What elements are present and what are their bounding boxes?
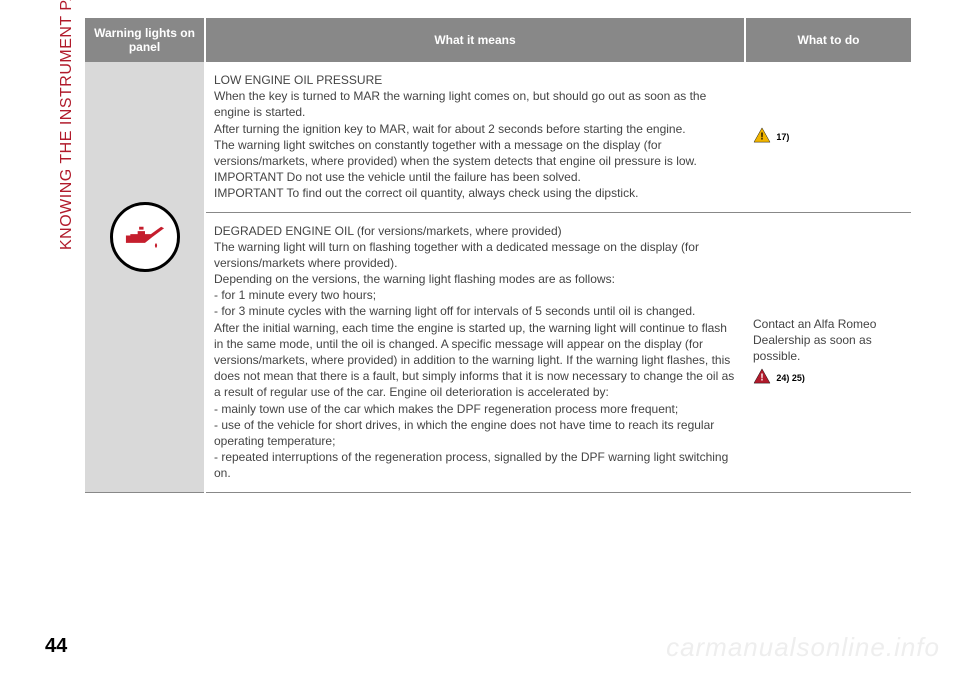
warning-triangle-icon: ! (753, 127, 771, 147)
svg-text:!: ! (760, 373, 763, 384)
reference-number: 17) (776, 132, 789, 142)
meaning-cell: DEGRADED ENGINE OIL (for versions/market… (205, 212, 745, 492)
warning-icon-cell (85, 62, 205, 492)
action-cell: Contact an Alfa Romeo Dealership as soon… (745, 212, 911, 492)
reference-number: 24) 25) (776, 373, 805, 383)
meaning-cell: LOW ENGINE OIL PRESSURE When the key is … (205, 62, 745, 212)
header-action: What to do (745, 18, 911, 62)
svg-text:!: ! (760, 131, 763, 142)
oil-warning-icon-circle (110, 202, 180, 272)
warning-table: Warning lights on panel What it means Wh… (85, 18, 911, 493)
table-header-row: Warning lights on panel What it means Wh… (85, 18, 911, 62)
table-row: DEGRADED ENGINE OIL (for versions/market… (85, 212, 911, 492)
watermark: carmanualsonline.info (666, 632, 940, 663)
table-row: LOW ENGINE OIL PRESSURE When the key is … (85, 62, 911, 212)
header-meaning: What it means (205, 18, 745, 62)
action-cell: ! 17) (745, 62, 911, 212)
warning-triangle-icon: ! (753, 368, 771, 388)
section-label: KNOWING THE INSTRUMENT PANEL (58, 0, 76, 250)
page-number: 44 (45, 635, 67, 658)
oil-can-icon (123, 223, 167, 251)
action-text: Contact an Alfa Romeo Dealership as soon… (753, 316, 903, 365)
header-warning: Warning lights on panel (85, 18, 205, 62)
